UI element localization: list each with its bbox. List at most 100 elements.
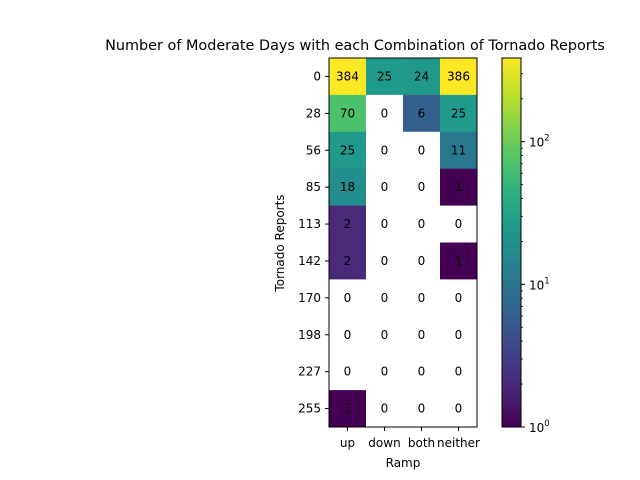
cell-value-label: 1	[455, 180, 463, 194]
heatmap-cell	[403, 279, 441, 317]
heatmap-cell	[366, 353, 404, 391]
cell-value-label: 6	[418, 106, 426, 120]
cell-value-label: 2	[344, 217, 352, 231]
heatmap-cell	[329, 390, 367, 428]
x-tick-label: up	[340, 436, 355, 450]
heatmap-cell	[366, 58, 404, 96]
cell-value-label: 0	[418, 180, 426, 194]
y-tick-label: 170	[298, 291, 321, 305]
colorbar	[501, 57, 522, 428]
cell-value-label: 24	[414, 69, 429, 83]
cell-value-label: 0	[381, 106, 389, 120]
plot-frame	[328, 57, 478, 428]
heatmap-cell	[440, 242, 478, 280]
heatmap-cell	[366, 316, 404, 354]
heatmap-cell	[366, 390, 404, 428]
heatmap-cell	[403, 353, 441, 391]
y-tick-label: 0	[313, 69, 321, 83]
y-tick-label: 113	[298, 217, 321, 231]
cell-value-label: 70	[340, 106, 355, 120]
cell-value-label: 0	[381, 254, 389, 268]
y-tick-label: 198	[298, 328, 321, 342]
heatmap-cell	[329, 242, 367, 280]
cell-value-label: 0	[418, 143, 426, 157]
colorbar-tick-label: 101	[529, 276, 550, 292]
cell-value-label: 0	[344, 365, 352, 379]
y-tick-label: 28	[306, 106, 321, 120]
cell-value-label: 11	[451, 143, 466, 157]
heatmap-cell	[440, 168, 478, 207]
cell-value-label: 0	[381, 180, 389, 194]
heatmap-cell	[403, 131, 441, 170]
cell-value-labels: 384 25 24 386 70 0 6 25 25 0 0 11 18 0 0 1 2 0 0 0 2 0 0 1 0 0 0 0 0…	[336, 69, 470, 415]
cell-value-label: 0	[381, 328, 389, 342]
heatmap-cell	[403, 94, 441, 133]
heatmap-cell	[366, 94, 404, 133]
x-axis-ticks: up down both neither	[340, 427, 480, 450]
cell-value-label: 0	[381, 365, 389, 379]
heatmap-cell	[440, 316, 478, 354]
cell-value-label: 0	[418, 217, 426, 231]
colorbar-tick-label: 102	[529, 134, 550, 150]
cell-value-label: 0	[381, 291, 389, 305]
x-tick-label: neither	[437, 436, 480, 450]
cell-value-label: 0	[418, 402, 426, 416]
x-axis-label: Ramp	[386, 456, 421, 470]
y-axis-ticks: 0 28 56 85 113 142 170 198 227 255	[298, 69, 329, 416]
heatmap-cell	[403, 390, 441, 428]
heatmap-cells	[329, 58, 478, 428]
cell-value-label: 0	[344, 328, 352, 342]
cell-value-label: 18	[340, 180, 355, 194]
cell-value-label: 0	[381, 143, 389, 157]
heatmap-cell	[329, 58, 367, 96]
heatmap-cell	[329, 353, 367, 391]
chart-title: Number of Moderate Days with each Combin…	[105, 38, 605, 54]
heatmap-cell	[329, 94, 367, 133]
heatmap-cell	[440, 279, 478, 317]
y-tick-label: 85	[306, 180, 321, 194]
heatmap-cell	[403, 242, 441, 280]
heatmap-cell	[366, 205, 404, 243]
heatmap-cell	[440, 205, 478, 243]
cell-value-label: 386	[447, 69, 470, 83]
cell-value-label: 384	[336, 69, 359, 83]
cell-value-label: 0	[418, 291, 426, 305]
heatmap-cell	[440, 58, 478, 96]
heatmap-cell	[329, 316, 367, 354]
cell-value-label: 0	[381, 217, 389, 231]
heatmap-cell	[366, 242, 404, 280]
cell-value-label: 1	[344, 402, 352, 416]
y-tick-label: 227	[298, 365, 321, 379]
heatmap-cell	[366, 168, 404, 207]
cell-value-label: 25	[451, 106, 466, 120]
y-tick-label: 56	[306, 143, 321, 157]
y-tick-label: 142	[298, 254, 321, 268]
heatmap-cell	[366, 279, 404, 317]
cell-value-label: 25	[377, 69, 392, 83]
y-axis-label: Tornado Reports	[273, 194, 287, 292]
colorbar-ticks: 100 101 102	[521, 73, 550, 435]
cell-value-label: 0	[455, 217, 463, 231]
heatmap-cell	[403, 205, 441, 243]
cell-value-label: 0	[455, 402, 463, 416]
heatmap-cell	[440, 353, 478, 391]
x-tick-label: down	[368, 436, 400, 450]
cell-value-label: 0	[418, 254, 426, 268]
heatmap-cell	[440, 94, 478, 133]
heatmap-cell	[403, 58, 441, 96]
heatmap-cell	[329, 205, 367, 243]
heatmap-cell	[440, 390, 478, 428]
cell-value-label: 1	[455, 254, 463, 268]
heatmap-cell	[329, 168, 367, 207]
heatmap-cell	[329, 131, 367, 170]
heatmap-cell	[403, 168, 441, 207]
heatmap-cell	[329, 279, 367, 317]
y-tick-label: 255	[298, 402, 321, 416]
colorbar-tick-label: 100	[529, 419, 550, 435]
heatmap-cell	[366, 131, 404, 170]
heatmap-cell	[440, 131, 478, 170]
cell-value-label: 0	[455, 291, 463, 305]
x-tick-label: both	[408, 436, 435, 450]
cell-value-label: 0	[418, 328, 426, 342]
